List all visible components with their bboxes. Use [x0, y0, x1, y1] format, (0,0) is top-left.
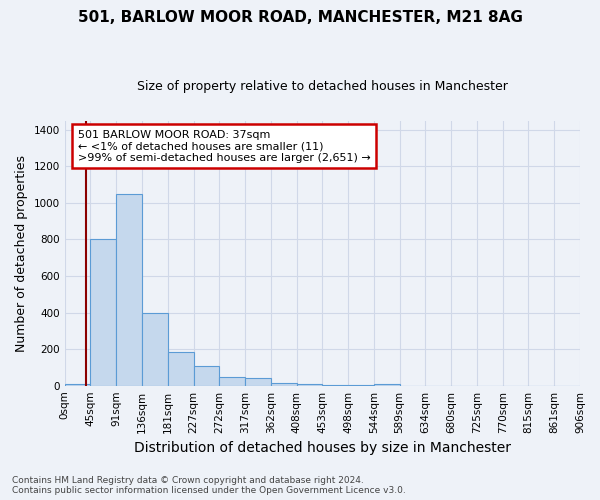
Title: Size of property relative to detached houses in Manchester: Size of property relative to detached ho… [137, 80, 508, 93]
Text: 501, BARLOW MOOR ROAD, MANCHESTER, M21 8AG: 501, BARLOW MOOR ROAD, MANCHESTER, M21 8… [77, 10, 523, 25]
Bar [116, 194, 142, 386]
Bar [193, 366, 219, 386]
Bar [168, 352, 193, 386]
Bar [322, 385, 348, 386]
Bar [142, 312, 168, 386]
Bar [348, 385, 374, 386]
Bar [65, 384, 91, 386]
Bar [219, 376, 245, 386]
X-axis label: Distribution of detached houses by size in Manchester: Distribution of detached houses by size … [134, 441, 511, 455]
Bar [271, 383, 296, 386]
Bar [91, 240, 116, 386]
Bar [374, 384, 400, 386]
Bar [296, 384, 322, 386]
Text: Contains HM Land Registry data © Crown copyright and database right 2024.
Contai: Contains HM Land Registry data © Crown c… [12, 476, 406, 495]
Bar [245, 378, 271, 386]
Text: 501 BARLOW MOOR ROAD: 37sqm
← <1% of detached houses are smaller (11)
>99% of se: 501 BARLOW MOOR ROAD: 37sqm ← <1% of det… [77, 130, 370, 163]
Y-axis label: Number of detached properties: Number of detached properties [15, 154, 28, 352]
